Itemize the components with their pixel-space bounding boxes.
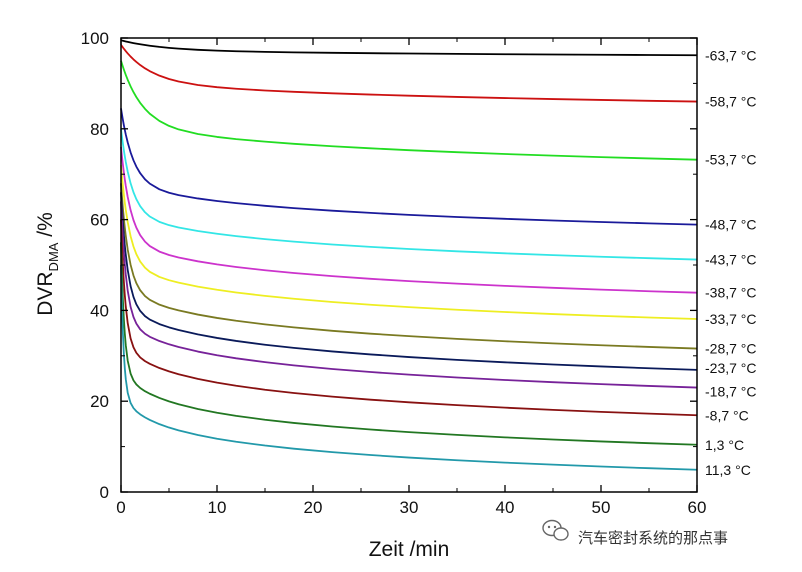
series-label-1: -58,7 °C — [705, 94, 757, 110]
series-line-11 — [120, 242, 698, 446]
axes: 0 10 20 30 40 50 60 0 20 40 60 80 100 — [81, 29, 707, 517]
series-label-4: -43,7 °C — [705, 252, 757, 268]
wechat-icon — [542, 519, 569, 541]
y-tick-label: 80 — [90, 120, 109, 139]
series-line-9 — [120, 201, 698, 389]
x-tick-label: 10 — [208, 498, 227, 517]
series-label-11: 1,3 °C — [705, 437, 744, 453]
y-tick-label: 100 — [81, 29, 109, 48]
series-line-8 — [120, 192, 698, 371]
series-label-7: -28,7 °C — [705, 341, 757, 357]
series-label-2: -53,7 °C — [705, 152, 757, 168]
series-line-5 — [120, 146, 698, 294]
plot-frame — [120, 37, 698, 493]
watermark: 汽车密封系统的那点事 — [542, 519, 728, 547]
series-line-0 — [120, 39, 698, 57]
y-axis-title-unit: /% — [34, 212, 57, 242]
series-line-6 — [120, 165, 698, 320]
series-label-6: -33,7 °C — [705, 311, 757, 327]
series-lines — [120, 39, 698, 471]
y-tick-label: 20 — [90, 392, 109, 411]
y-tick-label: 0 — [100, 483, 109, 502]
series-label-12: 11,3 °C — [705, 462, 751, 478]
series-line-1 — [120, 44, 698, 103]
series-line-3 — [120, 108, 698, 226]
x-tick-label: 0 — [116, 498, 125, 517]
y-tick-label: 40 — [90, 301, 109, 320]
series-line-7 — [120, 183, 698, 350]
series-label-10: -8,7 °C — [705, 407, 749, 423]
x-tick-label: 30 — [400, 498, 419, 517]
series-line-12 — [120, 264, 698, 471]
series-label-3: -48,7 °C — [705, 217, 757, 233]
x-axis-title: Zeit /min — [369, 538, 450, 561]
series-label-9: -18,7 °C — [705, 384, 757, 400]
y-axis-title-sub: DMA — [46, 242, 61, 271]
y-tick-label: 60 — [90, 211, 109, 230]
series-label-5: -38,7 °C — [705, 285, 757, 301]
y-axis-title-main: DVR — [34, 271, 57, 315]
x-tick-label: 40 — [496, 498, 515, 517]
x-tick-label: 50 — [592, 498, 611, 517]
x-tick-label: 60 — [688, 498, 707, 517]
series-line-4 — [120, 128, 698, 261]
series-line-10 — [120, 219, 698, 417]
y-axis-title: DVRDMA /% — [34, 212, 61, 316]
x-tick-label: 20 — [304, 498, 323, 517]
watermark-text: 汽车密封系统的那点事 — [578, 529, 728, 547]
series-line-2 — [120, 60, 698, 161]
series-label-0: -63,7 °C — [705, 47, 757, 63]
series-label-8: -23,7 °C — [705, 360, 757, 376]
series-labels: -63,7 °C -58,7 °C -53,7 °C -48,7 °C -43,7 °C… — [705, 47, 757, 478]
